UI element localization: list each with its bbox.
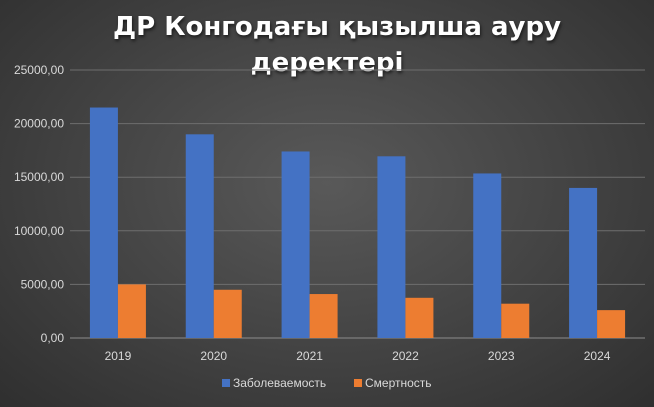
legend-swatch [222, 379, 230, 387]
chart-title-line-2: деректері [250, 48, 404, 78]
legend-label: Заболеваемость [233, 376, 326, 390]
y-tick-label: 15000,00 [14, 170, 64, 184]
bar-mortality [501, 303, 530, 338]
x-tick-label: 2019 [105, 349, 132, 363]
x-tick-label: 2021 [296, 349, 323, 363]
bar-incidence [569, 187, 598, 338]
legend-label: Смертность [365, 376, 432, 390]
bar-mortality [405, 297, 434, 338]
x-tick-label: 2023 [488, 349, 515, 363]
y-tick-label: 25000,00 [14, 63, 64, 77]
x-tick-label: 2024 [584, 349, 611, 363]
bar-mortality [597, 310, 626, 338]
x-tick-label: 2022 [392, 349, 419, 363]
y-tick-label: 20000,00 [14, 117, 64, 131]
bar-incidence [185, 134, 214, 338]
bar-mortality [117, 284, 146, 338]
legend-swatch [354, 379, 362, 387]
bar-incidence [89, 107, 118, 339]
y-tick-label: 5000,00 [21, 277, 65, 291]
bar-incidence [281, 151, 310, 338]
bar-mortality [213, 289, 242, 338]
bar-mortality [309, 294, 338, 338]
y-tick-label: 10000,00 [14, 224, 64, 238]
bar-incidence [473, 173, 502, 338]
bar-incidence [377, 156, 406, 338]
x-tick-label: 2020 [200, 349, 227, 363]
chart-title-line-1: ДР Конгодағы қызылша ауру [112, 12, 562, 42]
y-tick-label: 0,00 [41, 331, 65, 345]
